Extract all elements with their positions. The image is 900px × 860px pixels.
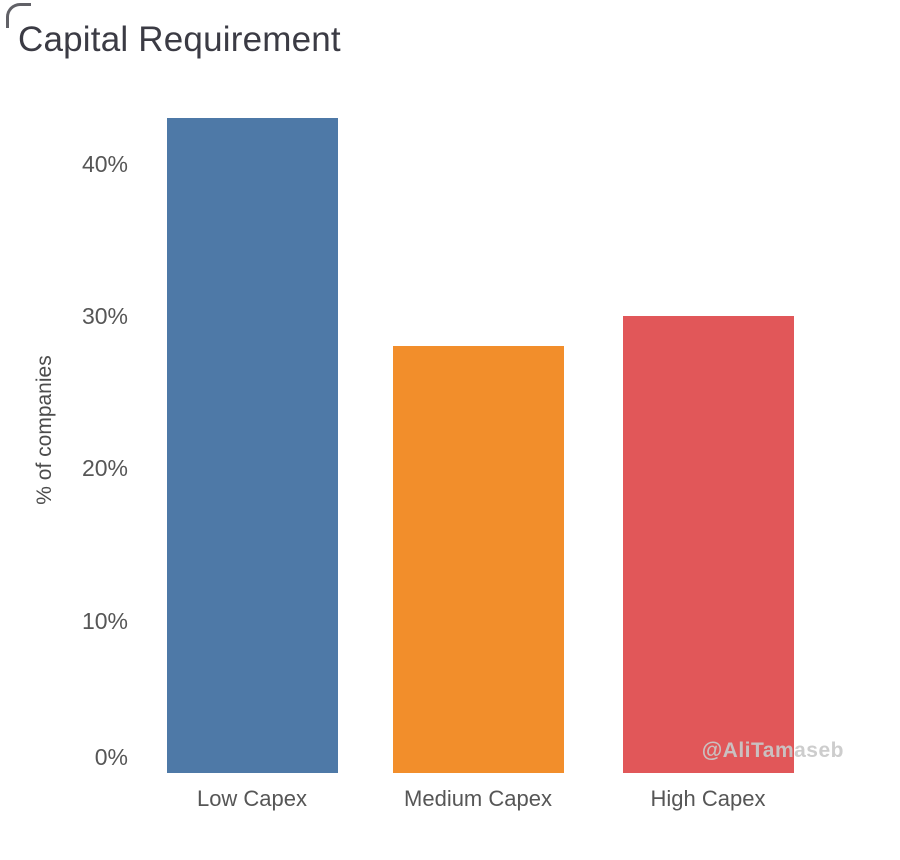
x-axis-category-label: High Capex	[650, 786, 766, 811]
watermark: @AliTamaseb	[701, 739, 844, 762]
bar-medium-capex	[392, 346, 564, 773]
bar-low-capex	[166, 118, 338, 773]
y-tick-label: 30%	[81, 303, 128, 330]
y-tick-label: 0%	[94, 744, 128, 770]
bar-high-capex	[622, 316, 794, 773]
y-tick-label: 40%	[81, 150, 128, 177]
corner-mark	[6, 3, 31, 28]
x-axis-category-label: Medium Capex	[404, 786, 552, 811]
y-tick-label: 20%	[81, 455, 128, 482]
y-tick-label: 10%	[81, 607, 128, 634]
x-axis-category-label: Low Capex	[196, 786, 308, 811]
chart-title: Capital Requirement	[18, 20, 341, 59]
